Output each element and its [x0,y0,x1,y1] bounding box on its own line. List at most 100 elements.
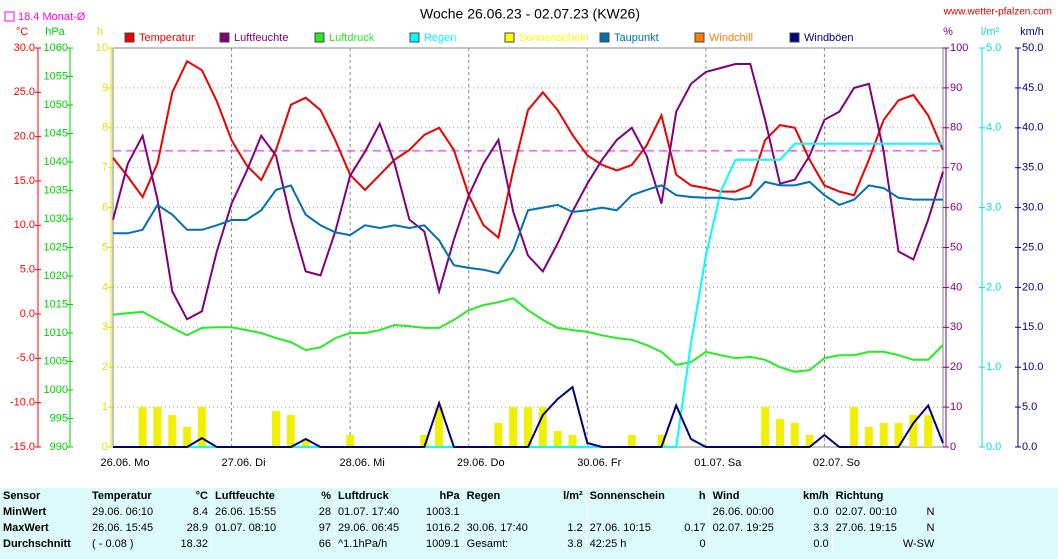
y-tick-label: 10 [950,401,962,413]
y-tick-label: 1025 [44,241,68,253]
avg-label: 18.4 Monat-Ø [18,11,86,23]
y-tick-label: 1.0 [986,361,1001,373]
legend-label: Temperatur [139,32,195,44]
table-cell: Temperatur [88,488,177,504]
legend-label: Sonnenschein [519,32,589,44]
y-tick-label: 25.0 [14,86,35,98]
series-line [113,180,943,275]
y-tick-label: 5 [102,241,108,253]
sun-bar [775,419,784,447]
y-tick-label: 1000 [44,384,68,396]
y-tick-label: 0.0 [20,308,35,320]
table-cell: 01.07. 08:10 [211,520,300,536]
table-cell: Sensor [3,490,41,502]
y-tick-label: 40.0 [1022,122,1043,134]
sun-bar [183,427,192,447]
y-tick-label: 1050 [44,99,68,111]
table-cell: 1016.2 [426,522,460,534]
y-tick-label: 1060 [44,42,68,54]
sun-bar [850,407,859,447]
table-cell: 02.07. 19:25 [708,520,798,536]
table-cell: hPa [439,490,460,502]
stats-table: Sensor Temperatur °C Luftfeuchte% Luftdruck h… [0,488,1058,559]
table-cell: 01.07. 17:40 [334,504,423,520]
table-cell: Wind [708,488,798,504]
x-tick-label: 28.06. Mi [340,457,385,469]
sun-bar [435,407,444,447]
sun-bar [879,423,888,447]
series-line [113,385,944,448]
legend-label: Luftdruck [329,32,375,44]
axis-unit: % [943,26,953,38]
y-tick-label: 5.0 [20,264,35,276]
y-tick-label: 0 [950,441,956,453]
table-cell: 1003.1 [426,506,460,518]
x-tick-label: 01.07. Sa [694,457,742,469]
table-cell: 27.06. 10:15 [585,520,675,536]
sun-bar [538,407,547,447]
plot-area [112,47,944,448]
y-tick-label: 1010 [44,327,68,339]
table-cell: 29.06. 06:45 [334,520,423,536]
y-tick-label: 0 [102,441,108,453]
table-cell: 66 [318,538,331,550]
table-cell: Gesamt: [462,536,552,552]
sun-bar [272,411,281,447]
y-tick-label: 30 [950,321,962,333]
table-cell: 26.06. 15:55 [211,504,300,520]
sun-bar [494,423,503,447]
source: www.wetter-pfalzen.com [943,7,1052,18]
y-tick-label: 1005 [44,355,68,367]
y-tick-label: 10.0 [14,219,35,231]
x-tick-label: 29.06. Do [457,457,505,469]
header-row: Sensor Temperatur °C Luftfeuchte% Luftdruck h… [0,488,938,504]
legend-label: Luftfeuchte [234,32,288,44]
table-cell: ^1.1hPa/h [334,536,423,552]
table-cell [831,536,900,552]
table-cell: km/h [802,490,829,502]
sun-bar [909,415,918,447]
y-tick-label: 50 [950,241,962,253]
series-line [112,59,944,240]
sun-bar [286,415,295,447]
sun-bar [168,415,177,447]
legend-label: Windböen [804,32,854,44]
table-cell: Sonnenschein [585,488,675,504]
table-cell: N [926,522,935,534]
table-cell: Luftfeuchte [211,488,300,504]
y-tick-label: 3.0 [986,202,1001,214]
table-cell [708,536,798,552]
table-cell: 28.9 [186,522,208,534]
table-cell [211,536,300,552]
y-tick-label: 9 [102,82,108,94]
y-tick-label: 4.0 [986,122,1001,134]
chart-title: Woche 26.06.23 - 02.07.23 (KW26) [420,6,640,22]
y-tick-label: -5.0 [16,352,35,364]
y-tick-label: -15.0 [10,441,35,453]
y-tick-label: 1030 [44,213,68,225]
sun-bar [790,423,799,447]
table-cell: 1009.1 [426,538,460,550]
table-cell [552,504,587,520]
series-line [112,297,944,373]
legend-label: Windchill [709,32,753,44]
table-cell: Regen [462,488,552,504]
table-cell: 0.0 [813,538,829,550]
y-tick-label: 1055 [44,70,68,82]
y-tick-label: 10 [96,42,108,54]
table-cell: 3.8 [567,538,583,550]
y-tick-label: 5.0 [1022,401,1037,413]
x-tick-label: 27.06. Di [222,457,266,469]
y-tick-label: 25.0 [1022,241,1043,253]
table-row: MinWert 29.06. 06:10 8.4 26.06. 15:55 28 01.0… [0,504,937,520]
legend-label: Taupunkt [614,32,659,44]
y-tick-label: 40 [950,281,962,293]
legend-swatch [124,32,135,43]
y-tick-label: 100 [950,42,968,54]
axis-unit: l/m² [981,26,1000,38]
table-cell: MaxWert [3,522,49,534]
table: Sensor Temperatur °C Luftfeuchte% Luftdruck h… [0,488,938,552]
table-cell: ( - 0.08 ) [88,536,177,552]
y-tick-label: 990 [50,441,68,453]
